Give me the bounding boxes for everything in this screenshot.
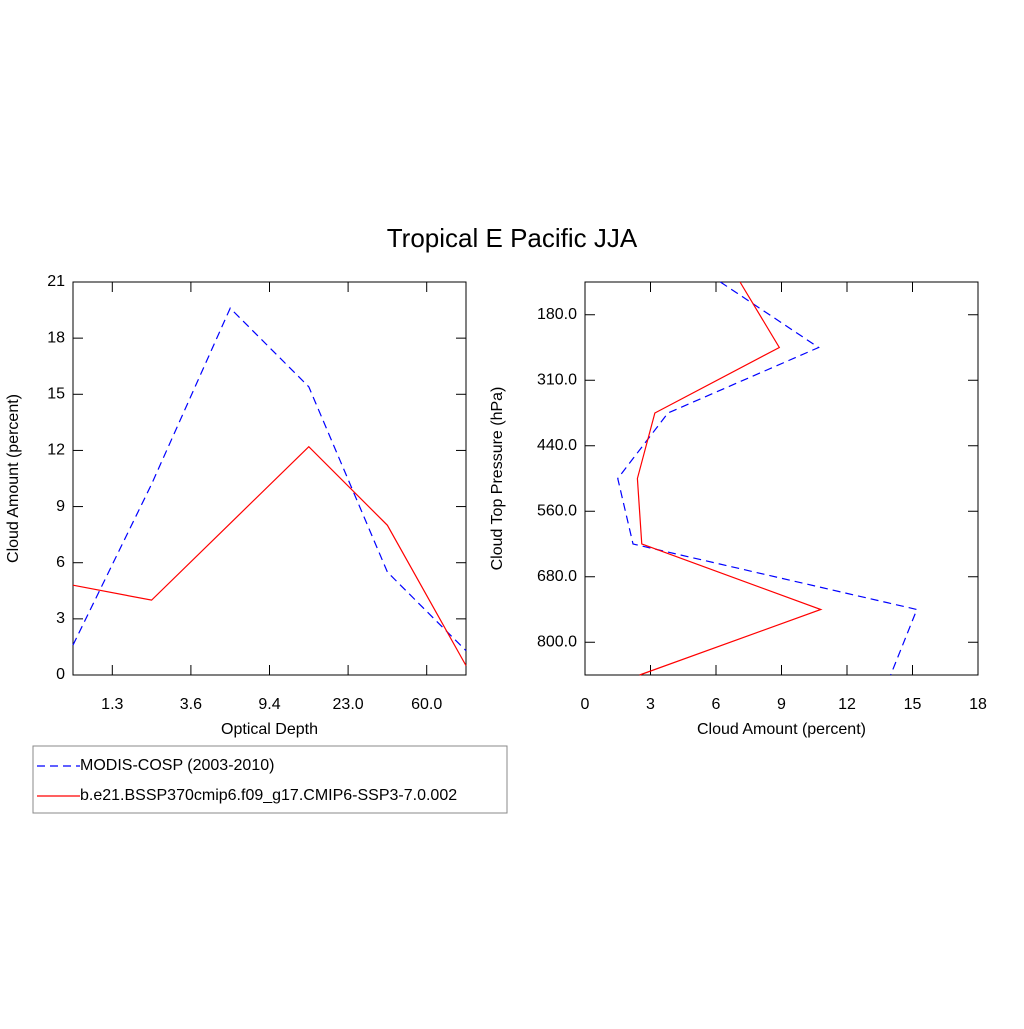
x-tick-label: 3 (646, 696, 655, 713)
x-axis-label: Cloud Amount (percent) (697, 721, 866, 738)
chart-title: Tropical E Pacific JJA (387, 223, 638, 253)
y-tick-label: 18 (47, 329, 65, 346)
x-tick-label: 12 (838, 696, 856, 713)
y-tick-label: 3 (56, 610, 65, 627)
series-line (617, 281, 918, 676)
x-tick-label: 23.0 (333, 696, 364, 713)
y-tick-label: 560.0 (537, 502, 577, 519)
x-tick-label: 0 (581, 696, 590, 713)
y-axis-label: Cloud Amount (percent) (5, 394, 22, 563)
y-tick-label: 15 (47, 386, 65, 403)
legend-box (32, 745, 508, 814)
y-tick-label: 310.0 (537, 371, 577, 388)
plot-frame (584, 281, 979, 676)
y-tick-label: 680.0 (537, 568, 577, 585)
plot-frame (72, 281, 467, 676)
x-tick-label: 1.3 (101, 696, 123, 713)
y-tick-label: 21 (47, 273, 65, 290)
x-tick-label: 9 (777, 696, 786, 713)
y-tick-label: 12 (47, 442, 65, 459)
y-tick-label: 0 (56, 666, 65, 683)
y-tick-label: 6 (56, 554, 65, 571)
y-axis-label: Cloud Top Pressure (hPa) (489, 387, 506, 571)
y-tick-label: 800.0 (537, 633, 577, 650)
x-tick-label: 15 (904, 696, 922, 713)
y-tick-label: 440.0 (537, 437, 577, 454)
series-line (72, 307, 467, 652)
x-tick-label: 3.6 (180, 696, 202, 713)
x-tick-label: 9.4 (258, 696, 280, 713)
x-tick-label: 60.0 (411, 696, 442, 713)
series-line (72, 445, 467, 666)
y-tick-label: 9 (56, 498, 65, 515)
x-tick-label: 6 (712, 696, 721, 713)
x-axis-label: Optical Depth (221, 721, 318, 738)
y-tick-label: 180.0 (537, 306, 577, 323)
series-line (636, 281, 823, 676)
legend-label: b.e21.BSSP370cmip6.f09_g17.CMIP6-SSP3-7.… (80, 787, 457, 804)
legend-label: MODIS-COSP (2003-2010) (80, 757, 274, 774)
x-tick-label: 18 (969, 696, 987, 713)
